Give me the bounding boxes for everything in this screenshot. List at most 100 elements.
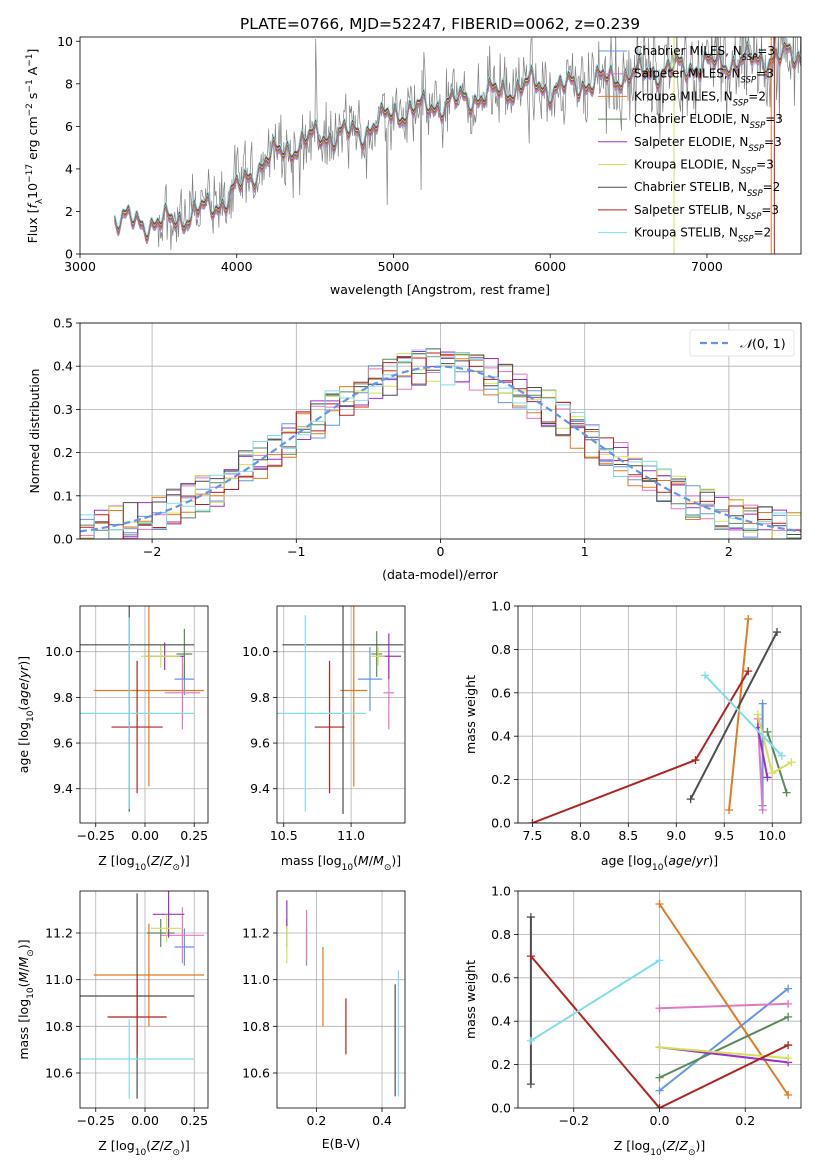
axes-frame bbox=[276, 605, 406, 824]
y-tick-label: 11.0 bbox=[242, 972, 270, 987]
label-part: −2 bbox=[25, 103, 35, 116]
label-part: 10 bbox=[135, 863, 147, 873]
y-tick-label: 0.4 bbox=[491, 729, 511, 744]
label-part: yr bbox=[695, 853, 709, 868]
weight-series-line bbox=[756, 727, 769, 778]
label-part: ⊙ bbox=[26, 949, 36, 957]
legend-subscript: SSP bbox=[748, 144, 764, 154]
x-tick-label: 1 bbox=[581, 544, 589, 559]
weight-point-marker bbox=[655, 1086, 664, 1095]
label-part: erg cm bbox=[25, 116, 40, 164]
weight-point-marker bbox=[768, 769, 777, 778]
legend-subscript: SSP bbox=[746, 212, 762, 222]
weight-series-line bbox=[659, 1002, 789, 1010]
label-part: ⊙ bbox=[384, 863, 392, 873]
label-part: M bbox=[16, 956, 31, 967]
label-part: )] bbox=[16, 939, 31, 949]
label-part: )] bbox=[391, 853, 401, 868]
label-part: / bbox=[675, 1138, 680, 1153]
legend-count: =3 bbox=[756, 158, 774, 172]
label-part: yr bbox=[16, 665, 31, 679]
axes-frame bbox=[79, 36, 802, 255]
label-part: (0, 1) bbox=[752, 336, 786, 351]
label-part: age [log bbox=[601, 853, 652, 868]
legend-label: Chabrier STELIB, N bbox=[634, 180, 747, 194]
label-part: ] bbox=[25, 49, 40, 54]
y-tick-label: 9.4 bbox=[250, 781, 270, 796]
x-tick-label: 4000 bbox=[221, 259, 253, 274]
weight-series-line bbox=[530, 955, 789, 1108]
label-part: ⊙ bbox=[688, 1148, 696, 1158]
normal-curve-line bbox=[80, 365, 801, 533]
legend-label: Salpeter STELIB, N bbox=[634, 203, 746, 217]
weight-series-line bbox=[658, 903, 789, 1096]
y-tick-label: 0.4 bbox=[491, 1014, 511, 1029]
label-part: / bbox=[692, 853, 697, 868]
legend-label: Kroupa ELODIE, N bbox=[634, 158, 741, 172]
y-tick-label: 9.4 bbox=[53, 781, 73, 796]
y-tick-label: 0.3 bbox=[53, 402, 73, 417]
x-tick-label: 0.25 bbox=[180, 1113, 208, 1128]
x-tick-label: −0.2 bbox=[559, 1113, 589, 1128]
panel-x-label: mass [log10(M/M⊙)] bbox=[281, 853, 401, 873]
legend-label: Kroupa MILES, N bbox=[634, 89, 733, 103]
weight-point-marker bbox=[784, 1041, 793, 1050]
weight-point-marker bbox=[526, 1036, 535, 1045]
legend-count: =2 bbox=[748, 89, 766, 103]
residual-legend-box bbox=[689, 329, 795, 357]
label-part: )] bbox=[180, 1138, 190, 1153]
axes-frame bbox=[517, 605, 802, 824]
x-tick-label: 0.2 bbox=[306, 1113, 326, 1128]
x-tick-label: 0.4 bbox=[372, 1113, 392, 1128]
panel-x-label: Z [log10(Z/Z⊙)] bbox=[614, 1138, 706, 1158]
legend-count: =3 bbox=[761, 203, 779, 217]
panel-x-label: age [log10(age/yr)] bbox=[601, 853, 718, 873]
weight-series-line bbox=[704, 674, 783, 757]
label-part: age [log bbox=[16, 722, 31, 773]
panel-weight_vs_age: 7.5 8.0 8.5 9.0 9.5 10.0 0.0 0.2 0.4 0.6 0.8 1.0 bbox=[491, 599, 802, 843]
x-tick-label: 5000 bbox=[378, 259, 410, 274]
legend-subscript: SSP bbox=[750, 121, 766, 131]
y-tick-label: 4 bbox=[65, 161, 73, 176]
label-part: Z bbox=[678, 1138, 688, 1153]
x-tick-label: 7.5 bbox=[522, 828, 542, 843]
panel-residuals: −2 −1 0 1 2 0.0 0.1 0.2 0.3 0.4 0.5 bbox=[53, 316, 802, 559]
axes-frame bbox=[79, 605, 209, 824]
grid bbox=[80, 606, 208, 823]
panel-x-label: Z [log10(Z/Z⊙)] bbox=[98, 1138, 190, 1158]
x-tick-label: 0 bbox=[437, 544, 445, 559]
y-tick-label: 1.0 bbox=[491, 884, 511, 899]
panel-y-label: age [log10(age/yr)] bbox=[16, 656, 36, 773]
label-part: ( bbox=[353, 853, 358, 868]
label-part: mass [log bbox=[16, 999, 31, 1060]
label-part: ( bbox=[663, 853, 668, 868]
y-tick-label: 10.8 bbox=[242, 1019, 270, 1034]
legend-entry: Kroupa STELIB, NSSP=2 bbox=[634, 226, 771, 245]
y-tick-label: 0.6 bbox=[491, 970, 511, 985]
legend-count: =3 bbox=[765, 112, 783, 126]
label-part: M bbox=[358, 853, 369, 868]
legend-entry: Salpeter MILES, NSSP=3 bbox=[634, 67, 774, 86]
legend-entry: Chabrier STELIB, NSSP=2 bbox=[634, 180, 780, 199]
weight-series-line bbox=[658, 987, 789, 1092]
weight-point-marker bbox=[758, 699, 767, 708]
label-part: 10 bbox=[650, 1148, 662, 1158]
legend-count: =3 bbox=[764, 135, 782, 149]
label-part: )] bbox=[708, 853, 718, 868]
ebv-x-label: E(B-V) bbox=[322, 1136, 361, 1151]
label-part: Z bbox=[150, 1138, 160, 1153]
axes-frame bbox=[517, 890, 802, 1109]
label-part: 10 bbox=[26, 710, 36, 722]
residual-legend-label: 𝒩(0, 1) bbox=[740, 336, 786, 351]
label-part: / bbox=[160, 1138, 165, 1153]
weight-series-line bbox=[532, 670, 750, 823]
label-part: ( bbox=[16, 983, 31, 988]
plot-area bbox=[80, 606, 205, 812]
plot-area bbox=[80, 891, 205, 1099]
y-tick-label: 0.2 bbox=[491, 772, 511, 787]
y-tick-label: 0 bbox=[65, 247, 73, 262]
plot-area bbox=[528, 615, 796, 823]
weight-series-line bbox=[766, 731, 788, 793]
